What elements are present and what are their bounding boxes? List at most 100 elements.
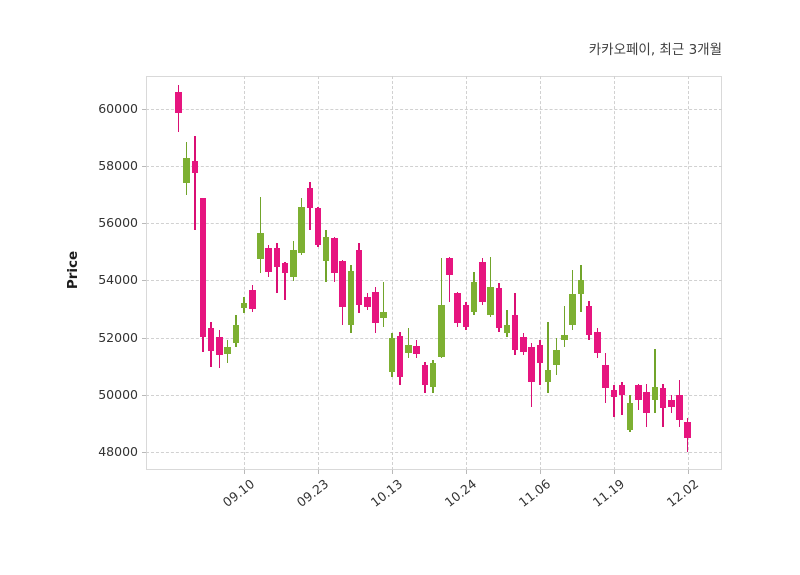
y-tick-mark	[142, 280, 146, 282]
candle-wick	[284, 261, 286, 301]
candle-body	[405, 344, 412, 354]
y-gridline	[146, 223, 722, 225]
candle-body	[643, 392, 650, 414]
candle-body	[216, 336, 223, 355]
x-gridline	[465, 76, 467, 470]
candle-wick	[276, 243, 278, 294]
y-gridline	[146, 280, 722, 282]
y-tick-mark	[142, 451, 146, 453]
candle-body	[454, 293, 461, 323]
x-tick-label: 11.06	[515, 476, 554, 510]
candle-body	[553, 350, 560, 365]
y-tick-mark	[142, 394, 146, 396]
x-gridline	[391, 76, 393, 470]
candle-wick	[448, 256, 451, 302]
y-tick-label: 60000	[98, 101, 138, 117]
y-tick-label: 56000	[98, 215, 138, 231]
candle-body	[651, 386, 659, 400]
candle-body	[544, 370, 552, 382]
candle-body	[602, 364, 609, 389]
candle-wick	[382, 281, 385, 327]
candle-body	[446, 258, 453, 275]
candle-body	[199, 198, 207, 337]
candle-body	[438, 305, 445, 357]
candle-body	[355, 249, 363, 305]
x-tick-label: 09.10	[219, 476, 258, 510]
candle-body	[470, 281, 478, 312]
candle-body	[659, 388, 667, 409]
candle-body	[536, 344, 544, 364]
candle-wick	[194, 136, 196, 230]
y-tick-label: 50000	[98, 386, 138, 402]
y-tick-label: 52000	[98, 329, 138, 345]
candle-body	[175, 91, 182, 114]
candle-body	[306, 188, 313, 209]
candle-body	[635, 384, 642, 400]
y-gridline	[146, 166, 722, 168]
candle-body	[610, 390, 617, 397]
candle-body	[273, 248, 281, 267]
x-tick-mark	[318, 470, 319, 474]
candle-body	[232, 325, 240, 344]
candle-body	[322, 236, 330, 262]
x-gridline	[244, 76, 245, 470]
plot-area	[146, 76, 722, 470]
candle-wick	[506, 310, 508, 337]
candle-body	[347, 271, 355, 325]
x-tick-label: 10.13	[367, 476, 406, 510]
x-tick-mark	[687, 470, 689, 474]
x-tick-label: 09.23	[293, 476, 332, 510]
x-tick-mark	[613, 470, 615, 474]
candle-body	[626, 403, 634, 430]
candle-body	[421, 364, 428, 385]
candle-body	[396, 336, 404, 377]
candle-body	[569, 293, 576, 326]
candle-wick	[407, 328, 410, 359]
y-tick-label: 58000	[98, 158, 138, 174]
candle-body	[249, 290, 256, 310]
x-tick-label: 10.24	[441, 476, 480, 510]
candle-wick	[654, 348, 656, 414]
y-gridline	[146, 109, 722, 111]
candle-body	[561, 334, 568, 341]
candle-body	[577, 280, 585, 294]
candle-wick	[621, 381, 623, 415]
x-gridline	[318, 76, 319, 470]
candle-body	[520, 336, 527, 352]
candle-body	[224, 346, 231, 355]
x-tick-mark	[391, 470, 393, 474]
candle-wick	[547, 321, 549, 394]
candle-body	[240, 302, 248, 309]
x-tick-mark	[465, 470, 467, 474]
candle-body	[364, 296, 371, 307]
candle-wick	[613, 384, 615, 417]
x-tick-label: 12.02	[663, 476, 701, 510]
candle-body	[257, 233, 264, 259]
candle-body	[281, 263, 289, 273]
candle-body	[429, 363, 437, 387]
candle-body	[380, 311, 387, 319]
candle-body	[676, 394, 683, 420]
candle-wick	[563, 306, 566, 347]
y-tick-mark	[142, 109, 146, 111]
candle-body	[511, 315, 519, 351]
x-gridline	[687, 76, 689, 470]
candle-body	[495, 288, 502, 329]
x-tick-mark	[244, 470, 245, 474]
candle-body	[462, 305, 470, 327]
y-tick-mark	[142, 337, 146, 339]
candle-body	[388, 338, 396, 372]
candle-body	[265, 248, 272, 272]
x-tick-mark	[539, 470, 541, 474]
candle-body	[618, 384, 626, 395]
x-tick-label: 11.19	[589, 476, 627, 510]
chart-title: 카카오페이, 최근 3개월	[588, 42, 722, 58]
candle-body	[207, 328, 215, 351]
y-tick-mark	[142, 166, 146, 168]
candle-body	[479, 261, 486, 302]
y-gridline	[146, 337, 722, 339]
candle-body	[585, 306, 593, 335]
y-gridline	[146, 394, 722, 396]
candle-body	[594, 331, 601, 354]
